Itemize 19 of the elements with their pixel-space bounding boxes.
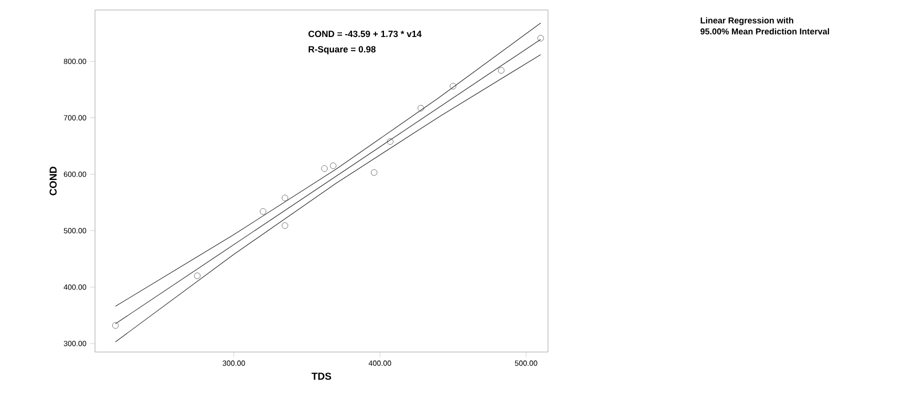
x-axis-title: TDS <box>312 372 332 380</box>
text: Linear Regression with <box>700 17 794 26</box>
point <box>370 169 378 176</box>
point <box>330 162 336 169</box>
y-axis-title: COND <box>50 166 57 196</box>
point <box>194 272 200 280</box>
point <box>450 82 456 90</box>
annotation: R-Square = 0.98 <box>308 46 376 54</box>
text: 95.00% Mean Prediction Interval <box>700 28 830 34</box>
point <box>112 322 119 329</box>
point <box>260 208 266 215</box>
point <box>498 67 504 74</box>
point <box>418 104 424 112</box>
annotation: COND = -43.59 + 1.73 * v14 <box>308 30 422 38</box>
point <box>538 35 544 42</box>
point <box>282 194 288 202</box>
point <box>321 165 328 172</box>
point <box>386 138 394 145</box>
point <box>282 222 288 229</box>
